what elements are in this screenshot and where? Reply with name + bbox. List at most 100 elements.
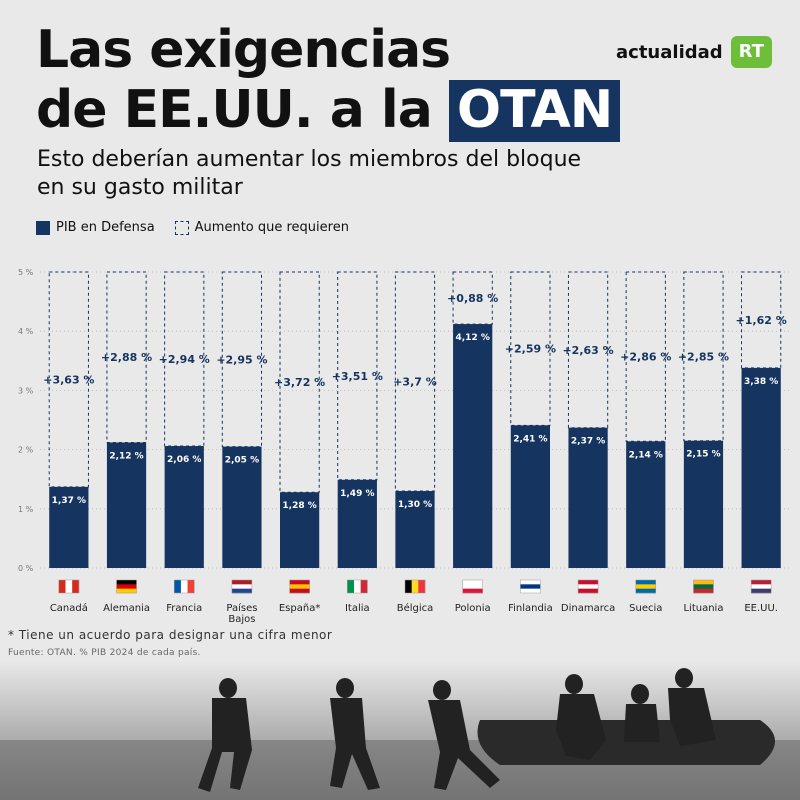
defense-bar: [222, 446, 262, 568]
legend: PIB en Defensa Aumento que requieren: [36, 220, 349, 235]
sweden-flag-icon: [635, 579, 657, 594]
denmark-flag-icon: [577, 579, 599, 594]
defense-value-label: 1,28 %: [282, 501, 316, 511]
increase-value-label: +2,86 %: [620, 351, 671, 364]
defense-value-label: 2,06 %: [167, 455, 201, 465]
dashed-increase-bar: [221, 271, 263, 448]
dashed-increase-bar: [48, 271, 89, 488]
x-tick-label: Suecia: [629, 603, 662, 614]
dashed-increase-bar: [279, 271, 320, 493]
dashed-increase-bar: [567, 271, 609, 429]
legend-dashed-swatch: [174, 220, 189, 235]
canada-flag-icon: [58, 579, 80, 594]
finland-flag-icon: [520, 579, 541, 594]
france-flag-icon: [173, 579, 195, 594]
increase-value-label: +2,95 %: [216, 353, 267, 366]
italy-flag-icon: [347, 579, 368, 594]
increase-value-label: +3,7 %: [393, 376, 437, 389]
title-line-1: Las exigencias: [36, 20, 451, 80]
defense-bar: [510, 425, 550, 568]
defense-bar: [106, 442, 147, 568]
x-tick-label: Bajos: [228, 614, 255, 625]
dashed-increase-bar: [337, 271, 378, 481]
usa-flag-icon: [750, 579, 772, 594]
dashed-increase-bar: [164, 271, 205, 447]
defense-bar: [453, 324, 493, 568]
defense-bar: [626, 441, 666, 568]
increase-value-label: +2,94 %: [159, 353, 210, 366]
defense-bar: [683, 440, 724, 568]
increase-value-label: +3,51 %: [332, 370, 383, 383]
belgium-flag-icon: [404, 579, 426, 594]
brand-text: actualidad: [616, 41, 723, 63]
increase-value-label: +2,63 %: [562, 344, 613, 357]
footnote: * Tiene un acuerdo para designar una cif…: [8, 628, 333, 642]
x-tick-label: España*: [279, 603, 320, 614]
defense-bar: [49, 486, 89, 568]
x-tick-label: Bélgica: [397, 602, 434, 614]
increase-value-label: +3,63 %: [43, 373, 94, 386]
defense-bar: [337, 479, 377, 568]
defense-value-label: 2,15 %: [686, 450, 720, 460]
brand: actualidad RT: [616, 36, 772, 68]
x-tick-label: EE.UU.: [744, 603, 778, 614]
legend-solid-swatch: [36, 220, 50, 235]
y-tick-label: 2 %: [18, 446, 34, 455]
x-tick-label: Polonia: [455, 603, 491, 614]
defense-value-label: 1,37 %: [52, 496, 86, 506]
defense-value-label: 1,30 %: [398, 500, 432, 510]
increase-value-label: +2,88 %: [101, 351, 152, 364]
legend-item-solid: PIB en Defensa: [36, 220, 155, 235]
dashed-increase-bar: [394, 271, 436, 492]
lithuania-flag-icon: [693, 579, 714, 594]
defense-value-label: 2,14 %: [629, 450, 663, 460]
defense-value-label: 2,41 %: [513, 434, 547, 444]
y-tick-label: 4 %: [18, 327, 34, 336]
x-tick-label: Francia: [166, 603, 202, 614]
x-tick-label: Países: [226, 602, 257, 614]
defense-value-label: 3,38 %: [744, 377, 778, 387]
y-tick-label: 0 %: [18, 564, 34, 573]
spain-flag-icon: [289, 579, 310, 594]
x-tick-label: Finlandia: [508, 603, 553, 614]
page-title: Las exigencias de EE.UU. a la OTAN: [36, 20, 621, 142]
defense-bar: [280, 492, 320, 568]
y-tick-label: 5 %: [18, 268, 34, 277]
increase-value-label: +2,85 %: [678, 350, 729, 363]
x-tick-label: Dinamarca: [561, 603, 615, 614]
defense-value-label: 2,37 %: [571, 437, 605, 447]
increase-value-label: +3,72 %: [274, 376, 325, 389]
y-tick-label: 3 %: [18, 386, 34, 395]
increase-value-label: +0,88 %: [447, 292, 498, 305]
increase-value-label: +2,59 %: [505, 343, 556, 356]
increase-value-label: +1,62 %: [736, 314, 787, 327]
bar-chart: 0 % 1 % 2 % 3 % 4 % 5 % 1,37 % +3,63 % Canadá 2,1…: [18, 268, 790, 625]
legend-dashed-label: Aumento que requieren: [194, 220, 349, 235]
title-highlight: OTAN: [448, 80, 621, 142]
x-tick-label: Lituania: [683, 603, 723, 614]
defense-bar: [164, 446, 204, 568]
soldiers-photo: [0, 660, 800, 800]
dashed-increase-bar: [683, 271, 724, 442]
dashed-increase-bar: [741, 271, 782, 369]
poland-flag-icon: [462, 579, 483, 594]
germany-flag-icon: [116, 579, 137, 594]
defense-value-label: 2,12 %: [109, 451, 143, 461]
legend-solid-label: PIB en Defensa: [56, 220, 155, 235]
x-tick-label: Alemania: [103, 603, 150, 614]
rt-logo-icon: RT: [730, 36, 772, 68]
x-tick-label: Canadá: [50, 602, 88, 614]
defense-value-label: 2,05 %: [225, 456, 259, 466]
source-note: Fuente: OTAN. % PIB 2024 de cada país.: [8, 648, 201, 658]
defense-bar: [568, 427, 608, 568]
legend-item-dashed: Aumento que requieren: [174, 220, 349, 235]
defense-value-label: 1,49 %: [340, 489, 374, 499]
defense-bar: [741, 367, 781, 568]
y-tick-label: 1 %: [18, 505, 34, 514]
netherlands-flag-icon: [231, 579, 253, 594]
title-line-2: de EE.UU. a la: [36, 80, 433, 140]
subtitle: Esto deberían aumentar los miembros del …: [37, 147, 582, 200]
defense-bar: [395, 491, 435, 568]
defense-value-label: 4,12 %: [456, 333, 490, 343]
x-tick-label: Italia: [345, 603, 370, 614]
